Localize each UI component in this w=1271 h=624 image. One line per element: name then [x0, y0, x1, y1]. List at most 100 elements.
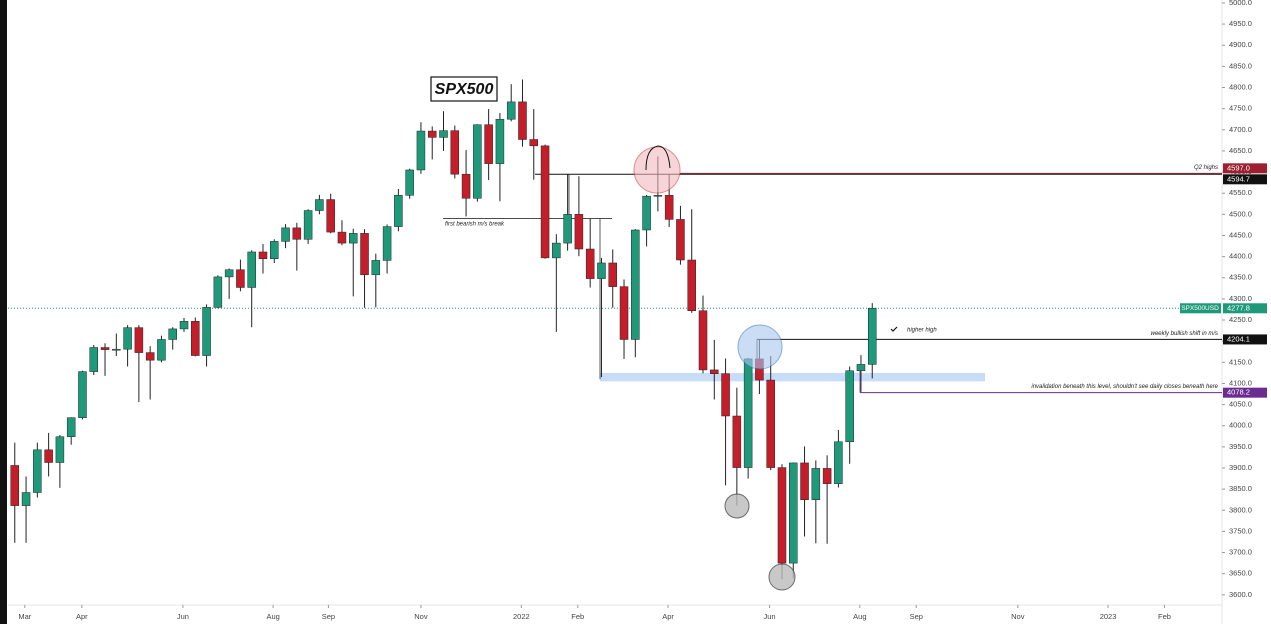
sketch	[645, 145, 671, 171]
candle-body	[337, 231, 347, 244]
candle-body	[766, 379, 775, 468]
y-tick-label: 5000.0	[1229, 0, 1252, 7]
candle-body	[529, 139, 539, 147]
candle-body	[270, 241, 279, 259]
highlight	[633, 146, 681, 194]
candle-body	[123, 327, 132, 350]
candle-body	[676, 219, 685, 261]
x-tick-label: Aug	[853, 612, 866, 621]
candle-body	[484, 124, 493, 164]
y-tick-label: 4500.0	[1229, 209, 1252, 218]
y-tick-label: 3850.0	[1229, 484, 1252, 493]
candle-body	[78, 371, 87, 418]
x-tick-label: 2022	[513, 612, 530, 621]
symbol-label: SPX500USD	[1181, 305, 1219, 312]
left-edge	[0, 0, 7, 624]
candle-body	[21, 492, 31, 506]
chart-title: SPX500	[435, 81, 494, 98]
y-tick-label: 4650.0	[1229, 146, 1252, 155]
candle-body	[867, 307, 877, 365]
y-tick-label: 3600.0	[1229, 590, 1252, 599]
y-tick-label: 4450.0	[1229, 230, 1252, 239]
candle-body	[348, 233, 358, 244]
highlight	[737, 324, 783, 370]
x-tick-label: Sep	[910, 612, 923, 621]
level-note: weekly bullish shift in m/s	[1151, 331, 1218, 337]
candle-body	[473, 124, 482, 199]
candle-body	[202, 307, 211, 356]
y-tick-label: 4900.0	[1229, 40, 1252, 49]
candle-body	[597, 262, 606, 279]
candle-body	[394, 195, 403, 227]
y-tick-label: 3800.0	[1229, 505, 1252, 514]
x-tick-label: Feb	[1158, 612, 1171, 621]
candle-body	[552, 242, 561, 259]
candle-body	[224, 269, 234, 278]
candle-body	[236, 269, 245, 288]
demand-zone	[600, 372, 985, 382]
y-tick-label: 3950.0	[1229, 442, 1252, 451]
x-tick-label: 2023	[1100, 612, 1117, 621]
y-tick-label: 4700.0	[1229, 125, 1252, 134]
candle-body	[585, 248, 595, 279]
x-tick-label: Mar	[18, 612, 31, 621]
candle-body	[179, 321, 189, 330]
y-tick-label: 4400.0	[1229, 252, 1252, 261]
candle-body	[563, 214, 572, 244]
candle-body	[55, 436, 65, 463]
price-label-box	[1223, 387, 1267, 398]
check-mark	[890, 326, 898, 332]
candle-body	[631, 229, 640, 340]
candle-body	[845, 370, 854, 443]
y-tick-label: 4350.0	[1229, 273, 1252, 282]
candle-body	[405, 169, 414, 196]
candle-body	[247, 251, 256, 288]
candle-body	[371, 260, 381, 276]
candle-body	[777, 467, 787, 564]
y-tick-label: 4850.0	[1229, 61, 1252, 70]
candle-body	[506, 101, 516, 120]
candle-body	[461, 173, 471, 199]
y-tick-label: 4300.0	[1229, 294, 1252, 303]
y-tick-label: 4950.0	[1229, 19, 1252, 28]
level-note: invalidation beneath this level, shouldn…	[1031, 384, 1218, 390]
level-note: Q2 highs	[1194, 165, 1218, 171]
x-tick-label: Jun	[764, 612, 776, 621]
candle-body	[518, 101, 527, 140]
candle-body	[303, 210, 313, 240]
price-label-box	[1223, 334, 1267, 345]
price-label: 4078.2	[1227, 388, 1250, 397]
candle-body	[540, 145, 550, 259]
candle-body	[258, 251, 268, 259]
candle-body	[89, 347, 98, 372]
price-label-box	[1223, 174, 1267, 185]
candle-body	[811, 468, 821, 500]
candle-body	[112, 348, 121, 351]
candle-body	[574, 214, 584, 250]
x-tick-label: Jun	[177, 612, 189, 621]
candle-body	[856, 364, 866, 372]
x-tick-label: Aug	[266, 612, 279, 621]
y-tick-label: 4750.0	[1229, 104, 1252, 113]
y-tick-label: 4000.0	[1229, 421, 1252, 430]
candle-body	[100, 347, 110, 350]
price-label-box	[1223, 303, 1267, 314]
price-label: 4594.7	[1227, 174, 1250, 183]
candle-body	[495, 118, 505, 164]
y-tick-label: 3700.0	[1229, 548, 1252, 557]
candle-body	[10, 465, 20, 506]
x-tick-label: Sep	[322, 612, 335, 621]
y-tick-label: 4550.0	[1229, 188, 1252, 197]
candle-body	[281, 227, 290, 242]
annotation: first bearish m/s break	[445, 222, 505, 228]
candle-body	[427, 130, 437, 138]
y-tick-label: 4050.0	[1229, 400, 1252, 409]
price-label: 4204.1	[1227, 334, 1250, 343]
candle-body	[800, 462, 809, 500]
candle-body	[145, 352, 155, 361]
x-tick-label: Nov	[1011, 612, 1025, 621]
candle-body	[315, 199, 324, 211]
candle-body	[732, 415, 742, 468]
candle-body	[416, 130, 426, 171]
candle-body	[743, 358, 753, 468]
